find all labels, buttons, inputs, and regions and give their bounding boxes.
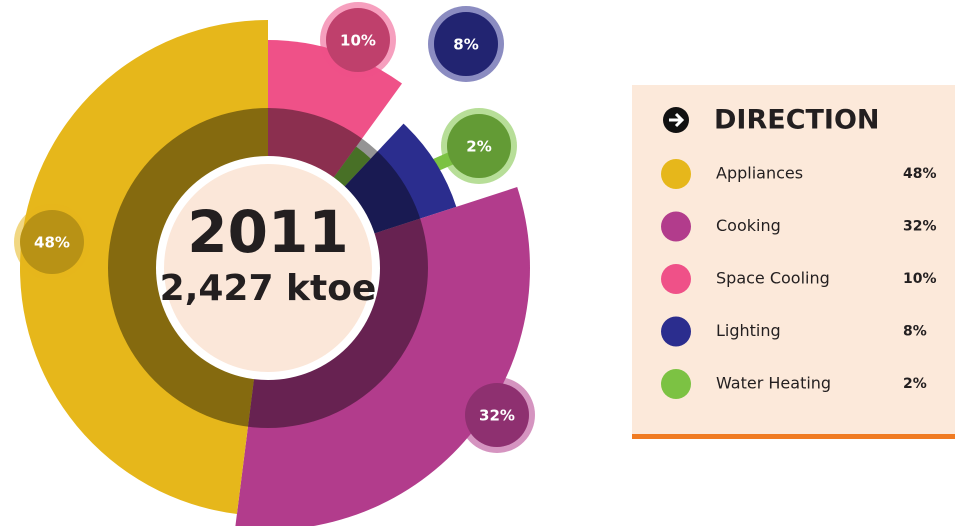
center-disc bbox=[164, 164, 372, 372]
bubble-label: 10% bbox=[340, 32, 376, 50]
bubble-shade bbox=[326, 8, 390, 72]
bubble-shade bbox=[434, 12, 498, 76]
legend-label: Cooking bbox=[716, 216, 781, 235]
legend-value: 10% bbox=[903, 271, 937, 287]
bubble bbox=[465, 383, 529, 447]
legend-title: DIRECTION bbox=[714, 105, 880, 136]
bubble-label: 48% bbox=[34, 234, 70, 252]
legend-swatch bbox=[661, 159, 691, 189]
legend-swatch bbox=[661, 211, 691, 242]
legend-value: 2% bbox=[903, 376, 927, 392]
legend-label: Appliances bbox=[716, 164, 803, 183]
legend-value: 8% bbox=[903, 324, 927, 340]
bubble bbox=[326, 8, 390, 72]
bubble bbox=[20, 210, 84, 274]
bubble-shade bbox=[20, 210, 84, 274]
legend-swatch bbox=[661, 316, 691, 347]
bubble-shade bbox=[465, 383, 529, 447]
legend-label: Lighting bbox=[716, 321, 781, 340]
center-year: 2011 bbox=[187, 198, 348, 266]
legend-label: Space Cooling bbox=[716, 269, 830, 288]
bubble bbox=[447, 114, 511, 178]
bubble-label: 8% bbox=[453, 36, 478, 54]
legend-underline bbox=[632, 434, 955, 439]
bubble-shade bbox=[447, 114, 511, 178]
legend-icon-arrow bbox=[669, 112, 685, 128]
legend-label: Water Heating bbox=[716, 374, 831, 393]
legend-swatch bbox=[661, 264, 691, 294]
bubble bbox=[434, 12, 498, 76]
legend-value: 32% bbox=[903, 219, 937, 235]
center-total: 2,427 ktoe bbox=[160, 268, 377, 309]
pie-slice bbox=[19, 20, 268, 515]
bubble-label: 32% bbox=[479, 407, 515, 425]
legend-value: 48% bbox=[903, 166, 937, 182]
legend-swatch bbox=[661, 369, 691, 399]
bubble-label: 2% bbox=[466, 138, 491, 156]
